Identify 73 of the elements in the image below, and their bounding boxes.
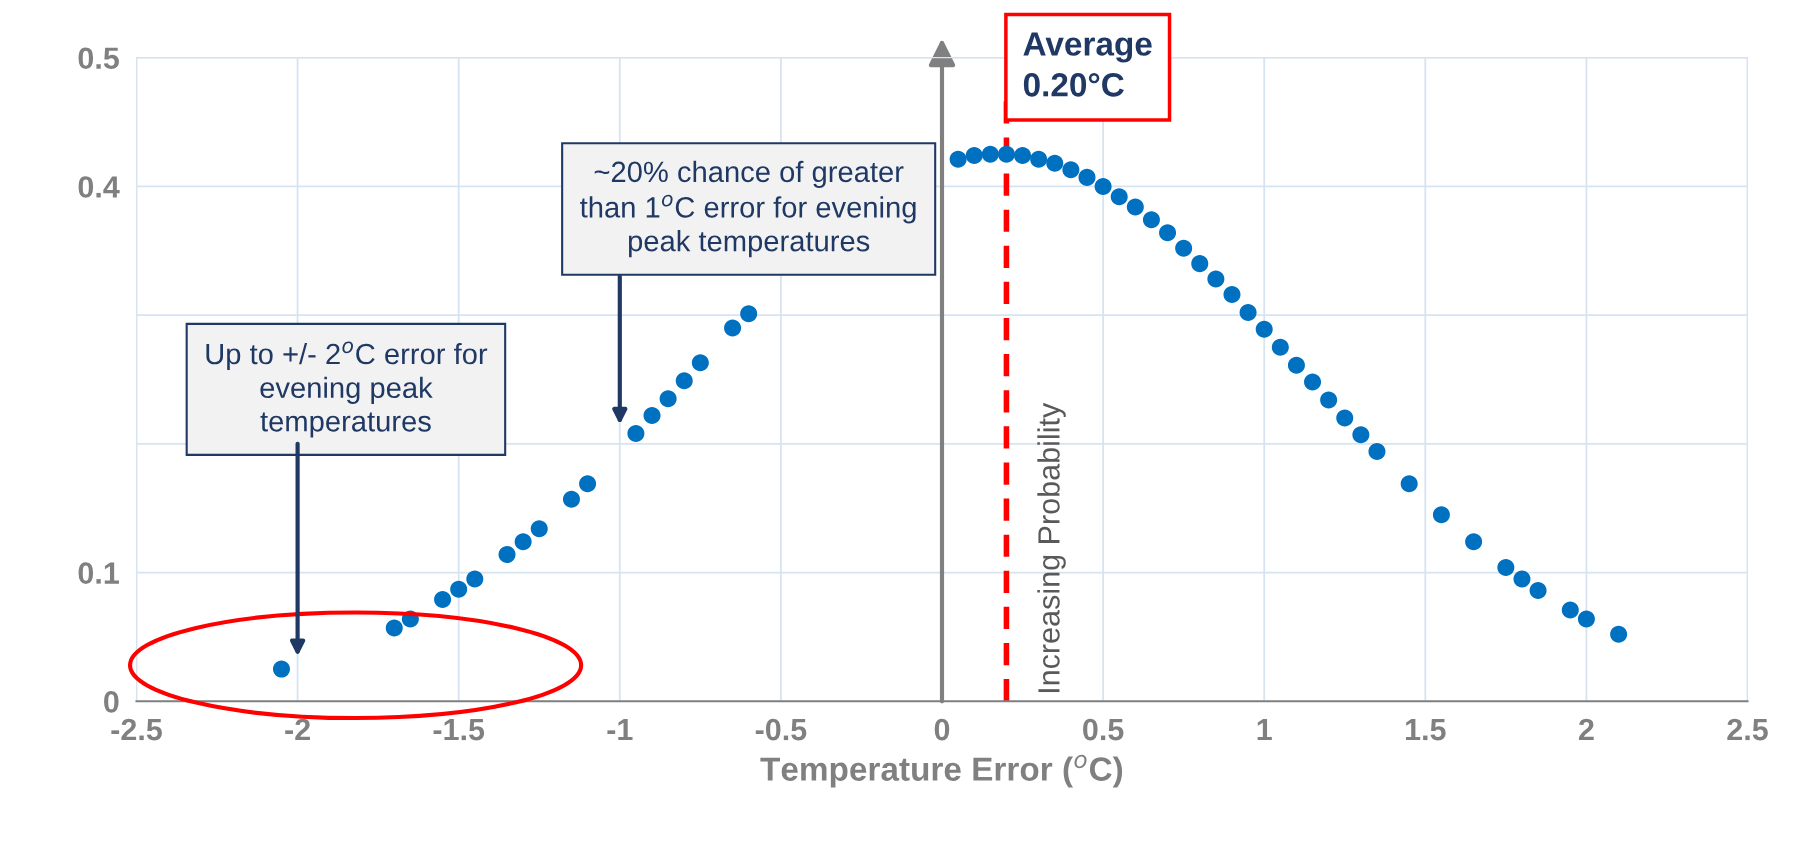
point: [659, 390, 677, 408]
point: [1094, 177, 1112, 195]
point: [997, 145, 1015, 163]
point: [1497, 558, 1515, 576]
point: [1400, 475, 1418, 493]
point: [1255, 320, 1273, 338]
point: [1223, 286, 1241, 304]
point: [1126, 198, 1144, 216]
point: [1561, 601, 1579, 619]
point: [1529, 582, 1547, 600]
y-tick-label: 0.4: [78, 176, 120, 198]
point: [1320, 391, 1338, 409]
point: [1014, 146, 1032, 164]
point: [1513, 570, 1531, 588]
point: [1142, 211, 1160, 229]
y-tick-label: 0.1: [78, 562, 119, 584]
x-tick-label: -2: [285, 718, 310, 741]
x-tick-label: -0.5: [755, 718, 807, 741]
point: [1432, 506, 1450, 524]
point: [1191, 255, 1209, 273]
point: [1271, 338, 1289, 356]
point: [1304, 373, 1322, 391]
y-tick-label: 0.5: [78, 47, 119, 70]
point: [724, 319, 742, 337]
point: [1030, 150, 1048, 168]
x-tick-label: 2.5: [1727, 718, 1768, 741]
point: [949, 150, 967, 168]
y-tick-label: 0: [104, 691, 119, 713]
point: [1062, 161, 1080, 179]
point: [530, 520, 548, 538]
x-tick-label: 1: [1257, 719, 1272, 741]
x-tick-label: 0: [934, 718, 950, 741]
x-tick-label: 1.5: [1405, 719, 1446, 741]
point: [450, 580, 468, 598]
point: [1078, 168, 1096, 186]
point: [1336, 409, 1354, 427]
point: [272, 660, 290, 678]
point: [740, 305, 758, 323]
point: [691, 354, 709, 372]
ref-line-label: Average 0.20°C: [1023, 32, 1152, 97]
point: [434, 591, 452, 609]
point: [466, 570, 484, 588]
x-tick-label: -1: [607, 719, 633, 741]
annotation: Up to +/- 2$^{o}$C error for evening peak temperatures: [206, 341, 488, 438]
point: [675, 372, 693, 390]
x-tick-label: 0.5: [1083, 718, 1124, 741]
point: [1175, 239, 1193, 257]
point: [1046, 154, 1064, 172]
point: [1577, 610, 1595, 628]
x-tick-label: 2: [1578, 718, 1594, 741]
point: [1159, 224, 1177, 242]
point: [1287, 356, 1305, 374]
point: [981, 145, 999, 163]
point: [965, 146, 983, 164]
x-tick-label: -2.5: [111, 718, 162, 741]
point: [1207, 270, 1225, 288]
point: [514, 533, 532, 551]
annotation: ~20% chance of greater than 1$^{o}$C error for evening peak temperatures: [580, 160, 916, 258]
point: [385, 619, 403, 637]
point: [498, 546, 516, 564]
x-tick-label: -1.5: [433, 719, 485, 741]
point: [579, 475, 597, 493]
point: [1465, 533, 1483, 551]
point: [1239, 304, 1257, 322]
point: [1368, 443, 1386, 461]
point: [1110, 188, 1128, 206]
point: [1352, 426, 1370, 444]
point: [627, 425, 645, 443]
annotation: Increasing Probability: [1037, 402, 1066, 693]
point: [1610, 625, 1628, 643]
x-axis-title: Temperature Error ($^{o}$C): [760, 754, 1123, 788]
point: [643, 407, 661, 425]
point: [562, 490, 580, 508]
